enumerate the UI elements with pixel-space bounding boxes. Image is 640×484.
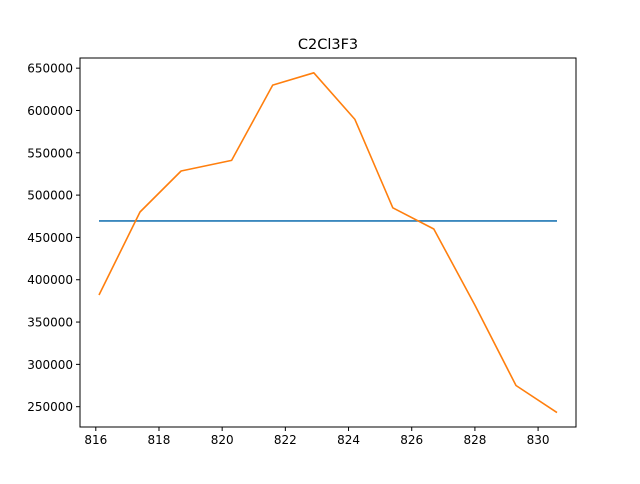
x-tick-label: 820 [211, 433, 234, 447]
x-tick-label: 818 [148, 433, 171, 447]
x-tick-label: 816 [84, 433, 107, 447]
x-tick-label: 822 [274, 433, 297, 447]
series-line-1 [98, 72, 558, 414]
y-tick-label: 400000 [27, 273, 73, 287]
chart-title: C2Cl3F3 [298, 37, 358, 53]
y-tick-label: 500000 [27, 189, 73, 203]
x-tick-label: 828 [463, 433, 486, 447]
x-tick-label: 826 [400, 433, 423, 447]
y-tick-label: 350000 [27, 316, 73, 330]
plot-series [98, 72, 558, 414]
y-tick-label: 650000 [27, 62, 73, 76]
y-tick-label: 600000 [27, 104, 73, 118]
x-axis: 816 818 820 822 824 826 828 830 [84, 427, 550, 447]
y-axis: 250000 300000 350000 400000 450000 500000 5500… [27, 62, 80, 414]
x-tick-label: 830 [527, 433, 550, 447]
y-tick-label: 300000 [27, 358, 73, 372]
plot-frame [79, 57, 577, 428]
y-tick-label: 450000 [27, 231, 73, 245]
y-tick-label: 250000 [27, 400, 73, 414]
y-tick-label: 550000 [27, 146, 73, 160]
x-tick-label: 824 [337, 433, 360, 447]
